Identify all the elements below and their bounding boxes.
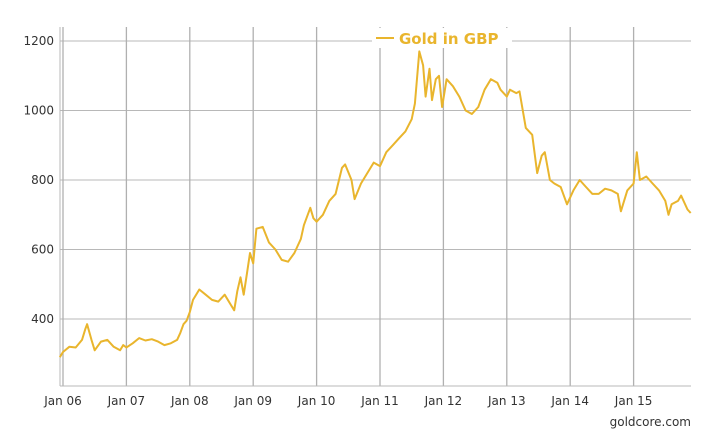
y-tick-label: 600	[31, 243, 54, 257]
x-tick-label: Jan 07	[107, 394, 146, 408]
x-tick-label: Jan 11	[360, 394, 399, 408]
x-tick-label: Jan 14	[550, 394, 589, 408]
series-line-gold-in-gbp	[58, 50, 692, 358]
credit-text: goldcore.com	[610, 415, 691, 429]
y-tick-labels: 400 600 800 1000 1200	[23, 34, 54, 326]
x-tick-label: Jan 12	[424, 394, 463, 408]
legend-label: Gold in GBP	[399, 30, 499, 48]
x-tick-label: Jan 06	[43, 394, 82, 408]
y-tick-label: 800	[31, 173, 54, 187]
x-tick-label: Jan 13	[487, 394, 526, 408]
x-tick-label: Jan 15	[614, 394, 653, 408]
x-tick-label: Jan 10	[297, 394, 336, 408]
y-tick-label: 400	[31, 312, 54, 326]
x-tick-labels: Jan 06 Jan 07 Jan 08 Jan 09 Jan 10 Jan 11 Jan …	[43, 394, 652, 408]
x-tick-label: Jan 08	[170, 394, 209, 408]
y-tick-label: 1200	[23, 34, 54, 48]
vertical-gridlines	[62, 27, 635, 386]
y-tick-label: 1000	[23, 104, 54, 118]
legend: Gold in GBP	[372, 28, 512, 48]
horizontal-gridlines	[60, 40, 691, 320]
x-tick-label: Jan 09	[233, 394, 272, 408]
